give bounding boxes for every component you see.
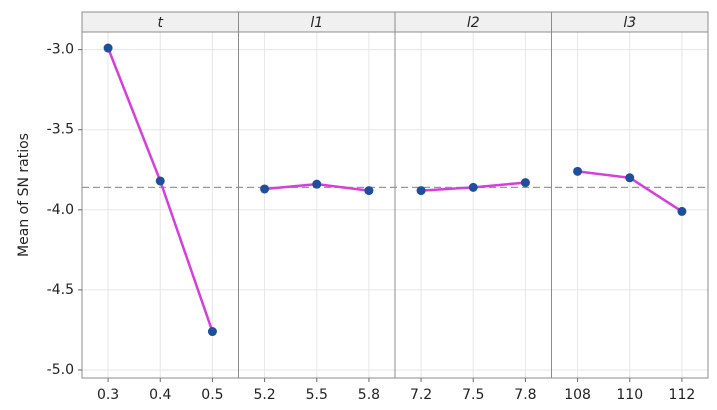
x-tick-label: 7.2 — [410, 387, 432, 403]
x-tick-label: 0.3 — [97, 387, 119, 403]
x-tick-label: 0.5 — [201, 387, 223, 403]
marker — [364, 186, 374, 196]
marker — [103, 43, 113, 53]
marker — [573, 166, 583, 176]
marker — [207, 327, 217, 337]
marker — [625, 173, 635, 183]
x-tick-label: 0.4 — [149, 387, 171, 403]
x-tick-label: 112 — [669, 387, 696, 403]
y-tick-label: -3.5 — [47, 122, 74, 138]
marker — [677, 206, 687, 216]
y-tick-label: -5.0 — [47, 362, 74, 378]
x-tick-label: 108 — [564, 387, 591, 403]
y-tick-label: -4.0 — [47, 202, 74, 218]
x-tick-label: 5.8 — [358, 387, 380, 403]
marker — [260, 184, 270, 194]
x-tick-label: 7.8 — [514, 387, 536, 403]
y-tick-label: -4.5 — [47, 282, 74, 298]
x-tick-label: 7.5 — [462, 387, 484, 403]
marker — [520, 178, 530, 188]
y-tick-label: -3.0 — [47, 42, 74, 58]
marker — [312, 179, 322, 189]
marker — [416, 186, 426, 196]
marker — [468, 182, 478, 192]
strip-title: l3 — [623, 15, 636, 31]
y-axis-label: Mean of SN ratios — [16, 133, 32, 257]
strip-title: l2 — [467, 15, 480, 31]
marker — [155, 176, 165, 186]
x-tick-label: 5.5 — [306, 387, 328, 403]
x-tick-label: 110 — [616, 387, 643, 403]
panel-border — [551, 31, 709, 379]
strip-title: l1 — [310, 15, 323, 31]
strip-title: t — [158, 15, 164, 31]
x-tick-label: 5.2 — [253, 387, 275, 403]
